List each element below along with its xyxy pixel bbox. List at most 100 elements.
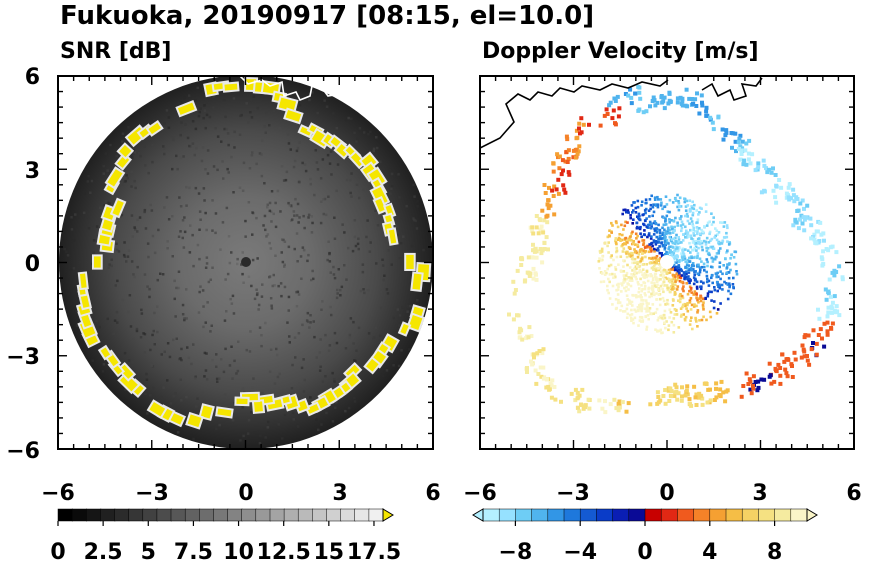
velocity-pixel [539, 251, 544, 256]
velocity-pixel [646, 235, 649, 239]
velocity-pixel [614, 266, 617, 269]
velocity-pixel [638, 214, 641, 218]
velocity-pixel [648, 402, 653, 407]
velocity-pixel [693, 290, 697, 293]
velocity-pixel [710, 120, 715, 125]
noise-speck [230, 345, 233, 348]
velocity-pixel [674, 268, 677, 271]
colorbar-segment [340, 508, 356, 522]
velocity-pixel [666, 388, 671, 393]
velocity-pixel [645, 225, 649, 228]
noise-speck [336, 288, 339, 292]
velocity-pixel [520, 337, 525, 342]
velocity-pixel [649, 273, 652, 276]
noise-speck [132, 149, 136, 152]
velocity-pixel [641, 110, 646, 115]
velocity-pixel [678, 241, 682, 244]
velocity-pixel [658, 237, 662, 241]
noise-speck [306, 311, 310, 315]
noise-speck [178, 196, 181, 199]
noise-speck [260, 344, 263, 348]
velocity-pixel [532, 355, 536, 360]
noise-speck [185, 395, 188, 399]
noise-speck [328, 162, 332, 165]
velocity-pixel [816, 307, 820, 312]
noise-speck [335, 296, 339, 300]
velocity-pixel [716, 289, 719, 293]
velocity-pixel [650, 235, 653, 238]
velocity-pixel [715, 229, 719, 232]
noise-speck [251, 386, 254, 389]
noise-speck [66, 254, 70, 257]
velocity-pixel [650, 266, 654, 270]
noise-speck [114, 284, 117, 287]
velocity-pixel [636, 281, 640, 284]
velocity-pixel [696, 325, 699, 328]
velocity-pixel [667, 228, 670, 231]
velocity-pixel [744, 162, 749, 167]
velocity-pixel [648, 243, 651, 246]
noise-speck [367, 133, 370, 136]
velocity-pixel [654, 240, 658, 243]
velocity-pixel [679, 307, 683, 310]
noise-speck [258, 441, 262, 445]
velocity-pixel [648, 295, 651, 299]
velocity-pixel [696, 254, 699, 258]
velocity-pixel [551, 161, 556, 166]
noise-speck [207, 280, 211, 284]
velocity-pixel [662, 313, 666, 317]
velocity-pixel [549, 395, 554, 400]
noise-speck [311, 91, 314, 94]
velocity-pixel [799, 355, 804, 360]
velocity-pixel [736, 147, 741, 151]
noise-speck [122, 253, 126, 257]
velocity-pixel [694, 318, 698, 321]
velocity-pixel [637, 309, 640, 313]
velocity-pixel [641, 288, 644, 291]
velocity-pixel [723, 133, 728, 138]
noise-speck [150, 209, 154, 212]
velocity-pixel [631, 211, 634, 214]
velocity-pixel [701, 248, 704, 252]
velocity-pixel [626, 263, 629, 267]
velocity-pixel [547, 387, 552, 392]
noise-speck [349, 317, 353, 320]
noise-speck [350, 172, 353, 175]
snr-tick-marks [57, 75, 434, 450]
velocity-pixel [748, 161, 753, 166]
velocity-pixel [756, 161, 761, 166]
velocity-pixel [606, 267, 609, 271]
velocity-pixel [631, 252, 634, 255]
velocity-pixel [827, 277, 832, 282]
velocity-pixel [598, 249, 602, 253]
velocity-pixel [670, 265, 674, 269]
velocity-pixel [684, 315, 688, 319]
velocity-pixel [550, 188, 555, 193]
velocity-pixel [739, 152, 744, 156]
velocity-pixel [709, 315, 713, 319]
velocity-pixel [664, 195, 668, 198]
velocity-pixel [601, 272, 604, 275]
velocity-pixel [654, 311, 658, 314]
noise-speck [98, 325, 101, 329]
noise-speck [196, 86, 199, 90]
velocity-pixel [698, 206, 702, 210]
velocity-pixel [611, 224, 614, 227]
velocity-pixel [633, 257, 637, 261]
noise-speck [171, 136, 175, 139]
noise-speck [330, 173, 333, 176]
velocity-pixel [659, 314, 663, 318]
noise-speck [241, 272, 244, 276]
velocity-pixel [641, 268, 645, 271]
velocity-pixel [691, 327, 694, 331]
noise-speck [152, 329, 155, 333]
velocity-pixel [636, 199, 640, 203]
velocity-pixel [538, 227, 543, 232]
velocity-pixel [675, 288, 679, 291]
velocity-pixel [641, 319, 645, 322]
noise-speck [256, 257, 259, 260]
velocity-pixel [728, 284, 731, 287]
noise-speck [267, 420, 270, 424]
velocity-pixel [720, 283, 724, 287]
velocity-pixel [619, 309, 622, 312]
